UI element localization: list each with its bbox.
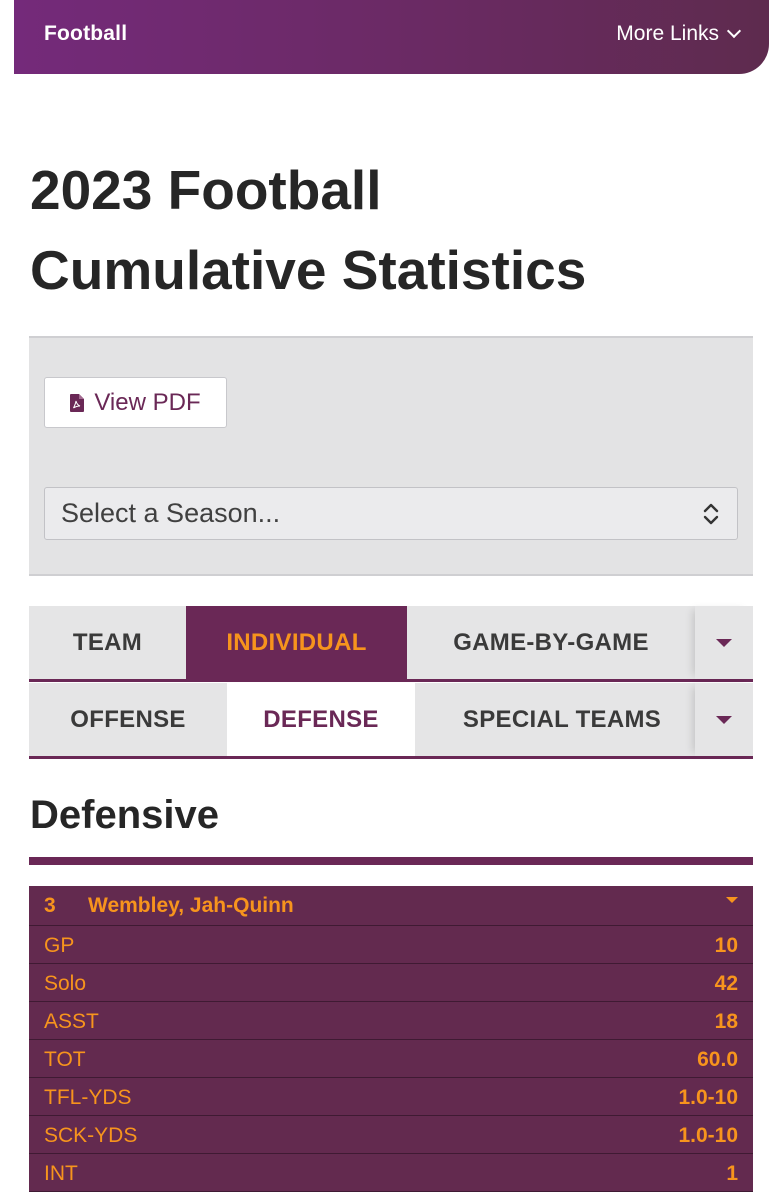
stat-label: GP: [44, 934, 75, 957]
player-number: 3: [44, 894, 56, 917]
stat-row: SCK-YDS 1.0-10: [29, 1116, 753, 1154]
stat-row: Solo 42: [29, 964, 753, 1002]
sub-tabs-more-button[interactable]: [695, 683, 753, 756]
stat-label: SCK-YDS: [44, 1124, 138, 1147]
sub-tabs: OFFENSE DEFENSE SPECIAL TEAMS: [29, 683, 753, 759]
page-title-line-1: 2023 Football: [30, 159, 382, 221]
player-header-row[interactable]: 3 Wembley, Jah-Quinn: [29, 886, 753, 926]
page-title: 2023 Football Cumulative Statistics: [30, 150, 586, 310]
view-pdf-label: View PDF: [94, 388, 201, 416]
tab-team[interactable]: TEAM: [72, 628, 143, 656]
section-heading: Defensive: [30, 793, 219, 837]
player-stats-card: 3 Wembley, Jah-Quinn GP 10 Solo 42 ASST …: [29, 886, 753, 1192]
tab-offense[interactable]: OFFENSE: [70, 705, 186, 733]
top-nav-bar: Football More Links: [14, 0, 769, 74]
stat-label: ASST: [44, 1010, 99, 1033]
main-tabs-more-button[interactable]: [695, 606, 753, 679]
stat-value: 1: [726, 1162, 738, 1185]
nav-brand-link[interactable]: Football: [44, 22, 128, 45]
stat-label: INT: [44, 1162, 78, 1185]
pdf-file-icon: [70, 393, 85, 412]
stat-row: INT 1: [29, 1154, 753, 1192]
player-name: Wembley, Jah-Quinn: [88, 894, 294, 917]
stat-value: 18: [714, 1010, 738, 1033]
stat-value: 1.0-10: [678, 1086, 738, 1109]
tab-game-by-game[interactable]: GAME-BY-GAME: [453, 628, 649, 656]
section-divider: [29, 857, 753, 865]
view-pdf-button[interactable]: View PDF: [44, 377, 227, 428]
season-select[interactable]: Select a Season...: [44, 487, 738, 540]
stat-row: TFL-YDS 1.0-10: [29, 1078, 753, 1116]
stat-row: TOT 60.0: [29, 1040, 753, 1078]
main-tabs: TEAM INDIVIDUAL GAME-BY-GAME: [29, 606, 753, 682]
tab-individual[interactable]: INDIVIDUAL: [186, 606, 407, 679]
stat-label: TOT: [44, 1048, 86, 1071]
select-updown-icon: [703, 503, 719, 525]
stat-value: 10: [714, 934, 738, 957]
caret-down-icon: [726, 897, 738, 903]
tab-special-teams[interactable]: SPECIAL TEAMS: [462, 705, 662, 733]
stat-value: 1.0-10: [678, 1124, 738, 1147]
stat-row: GP 10: [29, 926, 753, 964]
stat-label: TFL-YDS: [44, 1086, 132, 1109]
tab-defense[interactable]: DEFENSE: [227, 683, 415, 756]
stat-value: 42: [714, 972, 738, 995]
season-select-value: Select a Season...: [61, 498, 281, 528]
stat-label: Solo: [44, 972, 87, 995]
caret-down-icon: [716, 638, 732, 647]
stat-value: 60.0: [697, 1048, 738, 1071]
chevron-down-icon: [726, 23, 742, 39]
caret-down-icon: [716, 715, 732, 724]
more-links-dropdown[interactable]: More Links: [616, 22, 742, 46]
filter-panel: View PDF Select a Season...: [29, 336, 753, 576]
more-links-label: More Links: [616, 22, 719, 45]
page-title-line-2: Cumulative Statistics: [30, 239, 587, 301]
stat-row: ASST 18: [29, 1002, 753, 1040]
